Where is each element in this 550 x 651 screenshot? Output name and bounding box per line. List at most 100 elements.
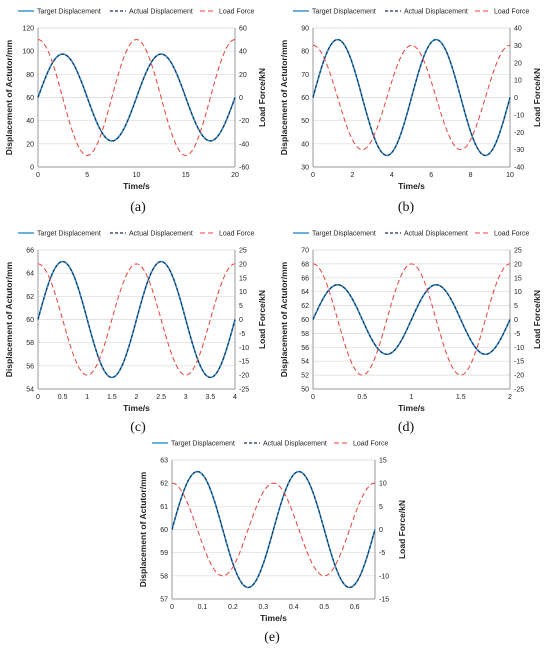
y2-tick-label: -5 xyxy=(514,331,520,338)
x-tick-label: 0.1 xyxy=(198,604,208,611)
legend-actual-displacement: Actual Displacement xyxy=(244,441,327,448)
y-tick-label: 80 xyxy=(301,49,309,56)
y-tick-label: 60 xyxy=(160,527,168,534)
legend-target-displacement: Target Displacement xyxy=(293,231,376,238)
legend-label: Target Displacement xyxy=(37,9,101,16)
series-actual-displacement xyxy=(312,39,511,156)
y2-tick-label: 25 xyxy=(514,248,522,255)
y-tick-label: 58 xyxy=(160,573,168,580)
legend-load-force: Load Force xyxy=(200,9,255,16)
chart-b: Target Displacement Actual Displacement Lo… xyxy=(279,9,542,192)
y-tick-label: 64 xyxy=(26,271,34,278)
y2-tick-label: 0 xyxy=(514,95,518,102)
y-tick-label: 70 xyxy=(301,72,309,79)
y2-tick-label: -40 xyxy=(239,141,249,148)
y2-tick-label: 25 xyxy=(239,248,247,255)
y2-tick-label: 20 xyxy=(514,261,522,268)
chart-panel-a: Target Displacement Actual Displacement Lo… xyxy=(0,0,275,195)
legend-actual-displacement: Actual Displacement xyxy=(385,9,468,16)
y-tick-label: 100 xyxy=(22,49,34,56)
y-tick-label: 66 xyxy=(301,275,309,282)
legend-label: Load Force xyxy=(219,231,255,238)
series-actual-displacement xyxy=(171,471,376,588)
y-tick-label: 60 xyxy=(26,317,34,324)
series-actual-displacement xyxy=(312,284,511,355)
legend-label: Target Displacement xyxy=(37,231,101,238)
y-tick-label: 56 xyxy=(26,363,34,370)
series-load-force xyxy=(37,39,236,156)
legend-load-force: Load Force xyxy=(475,9,530,16)
series-load-force xyxy=(312,44,511,151)
x-tick-label: 0 xyxy=(36,172,40,179)
y-tick-label: 68 xyxy=(301,261,309,268)
y2-tick-label: -5 xyxy=(239,331,245,338)
y2-tick-label: -20 xyxy=(239,118,249,125)
legend-label: Actual Displacement xyxy=(404,231,468,238)
legend-actual-displacement: Actual Displacement xyxy=(110,9,193,16)
series-load-force xyxy=(37,263,236,376)
y2-tick-label: 5 xyxy=(239,303,243,310)
legend: Target Displacement Actual Displacement Lo… xyxy=(293,9,530,16)
y-tick-label: 70 xyxy=(301,248,309,255)
x-tick-label: 0 xyxy=(170,604,174,611)
y-tick-label: 20 xyxy=(26,141,34,148)
legend-target-displacement: Target Displacement xyxy=(18,9,101,16)
x-tick-label: 4 xyxy=(390,172,394,179)
y-tick-label: 58 xyxy=(26,340,34,347)
x-axis-title: Time/s xyxy=(260,613,287,623)
chart-panel-c: Target Displacement Actual Displacement Lo… xyxy=(0,222,275,417)
y-tick-label: 0 xyxy=(30,165,34,172)
x-tick-label: 0.5 xyxy=(357,394,367,401)
x-tick-label: 0 xyxy=(311,394,315,401)
y2-tick-label: 0 xyxy=(514,317,518,324)
y-tick-label: 61 xyxy=(160,504,168,511)
legend-actual-displacement: Actual Displacement xyxy=(385,231,468,238)
y-tick-label: 80 xyxy=(26,72,34,79)
legend: Target Displacement Actual Displacement Lo… xyxy=(18,231,255,238)
x-tick-label: 1 xyxy=(85,394,89,401)
y-tick-label: 60 xyxy=(301,317,309,324)
y-tick-label: 54 xyxy=(301,359,309,366)
y2-tick-label: -15 xyxy=(379,597,389,604)
y2-tick-label: -20 xyxy=(514,130,524,137)
chart-caption-d: (d) xyxy=(397,420,415,435)
legend-target-displacement: Target Displacement xyxy=(152,441,235,448)
y2-tick-label: -25 xyxy=(239,387,249,394)
y2-tick-label: 60 xyxy=(239,26,247,33)
legend-label: Target Displacement xyxy=(171,441,235,448)
x-tick-label: 10 xyxy=(506,172,514,179)
legend-label: Target Displacement xyxy=(312,9,376,16)
y2-axis-title: Load Force/kN xyxy=(257,68,267,127)
y2-tick-label: 10 xyxy=(514,78,522,85)
y-axis-title: Displacement of Actutor/mm xyxy=(4,39,14,155)
y-tick-label: 60 xyxy=(26,95,34,102)
y-tick-label: 60 xyxy=(301,95,309,102)
x-tick-label: 2 xyxy=(508,394,512,401)
legend-target-displacement: Target Displacement xyxy=(18,231,101,238)
y-axis-title: Displacement of Actutor/mm xyxy=(4,261,14,377)
y2-tick-label: 0 xyxy=(239,317,243,324)
x-tick-label: 0.4 xyxy=(289,604,299,611)
y2-tick-label: 15 xyxy=(379,458,387,465)
y-tick-label: 50 xyxy=(301,118,309,125)
y-tick-label: 62 xyxy=(26,294,34,301)
y2-tick-label: 0 xyxy=(239,95,243,102)
legend-load-force: Load Force xyxy=(334,441,389,448)
y2-tick-label: 15 xyxy=(514,275,522,282)
x-tick-label: 8 xyxy=(469,172,473,179)
y-tick-label: 57 xyxy=(160,597,168,604)
x-tick-label: 2 xyxy=(350,172,354,179)
x-axis-title: Time/s xyxy=(123,181,150,191)
x-tick-label: 15 xyxy=(182,172,190,179)
chart-caption-b: (b) xyxy=(397,200,415,215)
y2-tick-label: 40 xyxy=(514,26,522,33)
y2-tick-label: -40 xyxy=(514,165,524,172)
y2-tick-label: 10 xyxy=(379,481,387,488)
x-tick-label: 10 xyxy=(133,172,141,179)
legend-target-displacement: Target Displacement xyxy=(293,9,376,16)
y2-tick-label: 20 xyxy=(239,72,247,79)
legend-load-force: Load Force xyxy=(475,231,530,238)
x-axis-title: Time/s xyxy=(123,403,150,413)
legend-load-force: Load Force xyxy=(200,231,255,238)
series-actual-displacement xyxy=(37,261,236,378)
